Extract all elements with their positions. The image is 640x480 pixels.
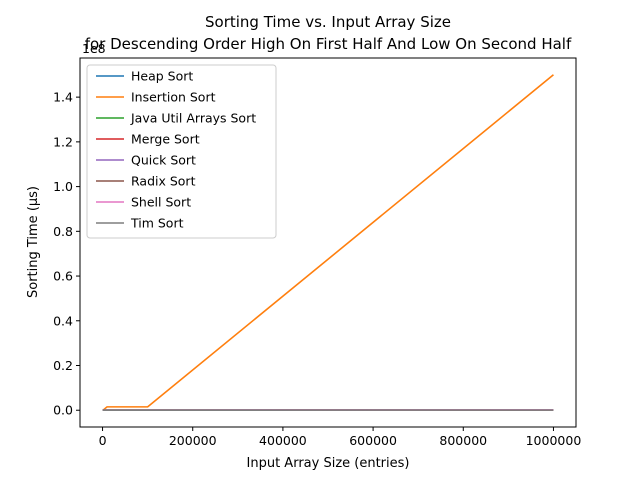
legend-box: [86, 64, 277, 239]
legend-label: Heap Sort: [131, 69, 193, 84]
y-axis-ticks: 0.0 0.2 0.4 0.6 0.8 1.0 1.2 1.4: [53, 90, 80, 418]
x-tick-label: 600000: [349, 433, 397, 448]
x-tick-label: 800000: [439, 433, 487, 448]
y-tick-label: 0.6: [53, 269, 73, 284]
legend-label: Insertion Sort: [131, 90, 216, 105]
legend-label: Tim Sort: [130, 216, 184, 231]
x-tick-label: 200000: [169, 433, 217, 448]
y-offset-label: 1e8: [82, 41, 106, 56]
y-tick-label: 1.2: [53, 134, 73, 149]
y-axis-title: Sorting Time (µs): [26, 186, 41, 298]
y-tick-label: 1.4: [53, 90, 73, 105]
legend-label: Java Util Arrays Sort: [130, 111, 256, 126]
y-tick-label: 0.2: [53, 358, 73, 373]
legend-label: Radix Sort: [131, 174, 196, 189]
legend: Heap Sort Insertion Sort Java Util Arrays …: [86, 64, 277, 239]
chart-title-line-1: Sorting Time vs. Input Array Size: [205, 13, 451, 31]
chart-title-line-2: for Descending Order High On First Half …: [85, 35, 572, 53]
plot-frame: [79, 57, 577, 428]
x-tick-label: 400000: [259, 433, 307, 448]
x-tick-label: 0: [99, 433, 107, 448]
legend-label: Merge Sort: [131, 132, 200, 147]
y-tick-label: 0.4: [53, 313, 73, 328]
y-tick-label: 0.0: [53, 403, 73, 418]
y-tick-label: 1.0: [53, 179, 73, 194]
x-tick-label: 1000000: [526, 433, 582, 448]
legend-label: Shell Sort: [131, 195, 191, 210]
y-tick-label: 0.8: [53, 224, 73, 239]
legend-label: Quick Sort: [131, 153, 196, 168]
x-axis-title: Input Array Size (entries): [247, 456, 410, 471]
series-lines: [101, 74, 554, 412]
x-axis-ticks: 0 200000 400000 600000 800000 1000000: [99, 427, 582, 448]
